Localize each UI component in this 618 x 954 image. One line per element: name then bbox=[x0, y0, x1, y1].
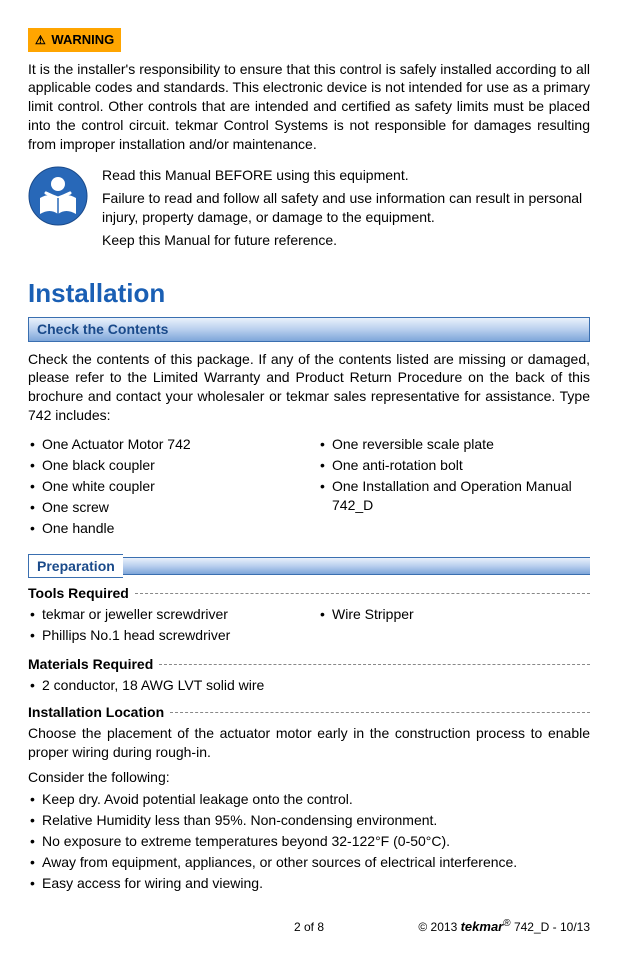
page-footer: 2 of 8 © 2013 tekmar® 742_D - 10/13 bbox=[28, 917, 590, 936]
list-item: One Actuator Motor 742 bbox=[28, 435, 300, 454]
list-item: No exposure to extreme temperatures beyo… bbox=[28, 832, 590, 851]
manual-notice-row: Read this Manual BEFORE using this equip… bbox=[28, 166, 590, 254]
materials-required-heading: Materials Required bbox=[28, 655, 590, 674]
materials-list: 2 conductor, 18 AWG LVT solid wire bbox=[28, 676, 590, 695]
preparation-bar: Preparation bbox=[28, 554, 590, 579]
copyright: © 2013 tekmar® 742_D - 10/13 bbox=[418, 917, 590, 936]
tekmar-logo: tekmar bbox=[461, 919, 504, 934]
list-item: Phillips No.1 head screwdriver bbox=[28, 626, 300, 645]
list-item: 2 conductor, 18 AWG LVT solid wire bbox=[28, 676, 590, 695]
manual-text-block: Read this Manual BEFORE using this equip… bbox=[102, 166, 590, 254]
list-item: One reversible scale plate bbox=[318, 435, 590, 454]
list-item: One anti-rotation bolt bbox=[318, 456, 590, 475]
copyright-pre: © 2013 bbox=[418, 920, 460, 934]
warning-label: WARNING bbox=[51, 32, 114, 47]
list-item: Wire Stripper bbox=[318, 605, 590, 624]
dash-line bbox=[170, 712, 590, 713]
warning-icon: ⚠ bbox=[35, 33, 46, 47]
list-item: One black coupler bbox=[28, 456, 300, 475]
check-contents-body: Check the contents of this package. If a… bbox=[28, 350, 590, 426]
contents-list: One Actuator Motor 742 One black coupler… bbox=[28, 435, 590, 539]
copyright-post: 742_D - 10/13 bbox=[511, 920, 590, 934]
preparation-bar-line bbox=[123, 557, 590, 575]
contents-list-right: One reversible scale plate One anti-rota… bbox=[318, 435, 590, 539]
manual-line-2: Failure to read and follow all safety an… bbox=[102, 189, 590, 227]
warning-body: It is the installer's responsibility to … bbox=[28, 60, 590, 154]
consider-list: Keep dry. Avoid potential leakage onto t… bbox=[28, 790, 590, 892]
list-item: One white coupler bbox=[28, 477, 300, 496]
consider-label: Consider the following: bbox=[28, 768, 590, 787]
list-item: Keep dry. Avoid potential leakage onto t… bbox=[28, 790, 590, 809]
dash-line bbox=[135, 593, 590, 594]
tools-required-heading: Tools Required bbox=[28, 584, 590, 603]
dash-line bbox=[159, 664, 590, 665]
contents-list-left: One Actuator Motor 742 One black coupler… bbox=[28, 435, 300, 539]
install-location-label: Installation Location bbox=[28, 703, 164, 722]
preparation-label: Preparation bbox=[28, 554, 123, 579]
page-number: 2 of 8 bbox=[294, 919, 324, 935]
install-location-heading: Installation Location bbox=[28, 703, 590, 722]
manual-line-1: Read this Manual BEFORE using this equip… bbox=[102, 166, 590, 185]
installation-heading: Installation bbox=[28, 276, 590, 311]
list-item: Relative Humidity less than 95%. Non-con… bbox=[28, 811, 590, 830]
list-item: Easy access for wiring and viewing. bbox=[28, 874, 590, 893]
list-item: Away from equipment, appliances, or othe… bbox=[28, 853, 590, 872]
tools-required-label: Tools Required bbox=[28, 584, 129, 603]
materials-required-label: Materials Required bbox=[28, 655, 153, 674]
check-contents-bar: Check the Contents bbox=[28, 317, 590, 342]
read-manual-icon bbox=[28, 166, 88, 226]
tools-list: tekmar or jeweller screwdriver Phillips … bbox=[28, 605, 590, 647]
list-item: One screw bbox=[28, 498, 300, 517]
list-item: tekmar or jeweller screwdriver bbox=[28, 605, 300, 624]
warning-label-box: ⚠ WARNING bbox=[28, 28, 121, 52]
reg-mark: ® bbox=[503, 918, 510, 929]
manual-line-3: Keep this Manual for future reference. bbox=[102, 231, 590, 250]
list-item: One handle bbox=[28, 519, 300, 538]
list-item: One Installation and Operation Manual 74… bbox=[318, 477, 590, 515]
tools-list-right: Wire Stripper bbox=[318, 605, 590, 647]
install-location-body: Choose the placement of the actuator mot… bbox=[28, 724, 590, 762]
tools-list-left: tekmar or jeweller screwdriver Phillips … bbox=[28, 605, 300, 647]
